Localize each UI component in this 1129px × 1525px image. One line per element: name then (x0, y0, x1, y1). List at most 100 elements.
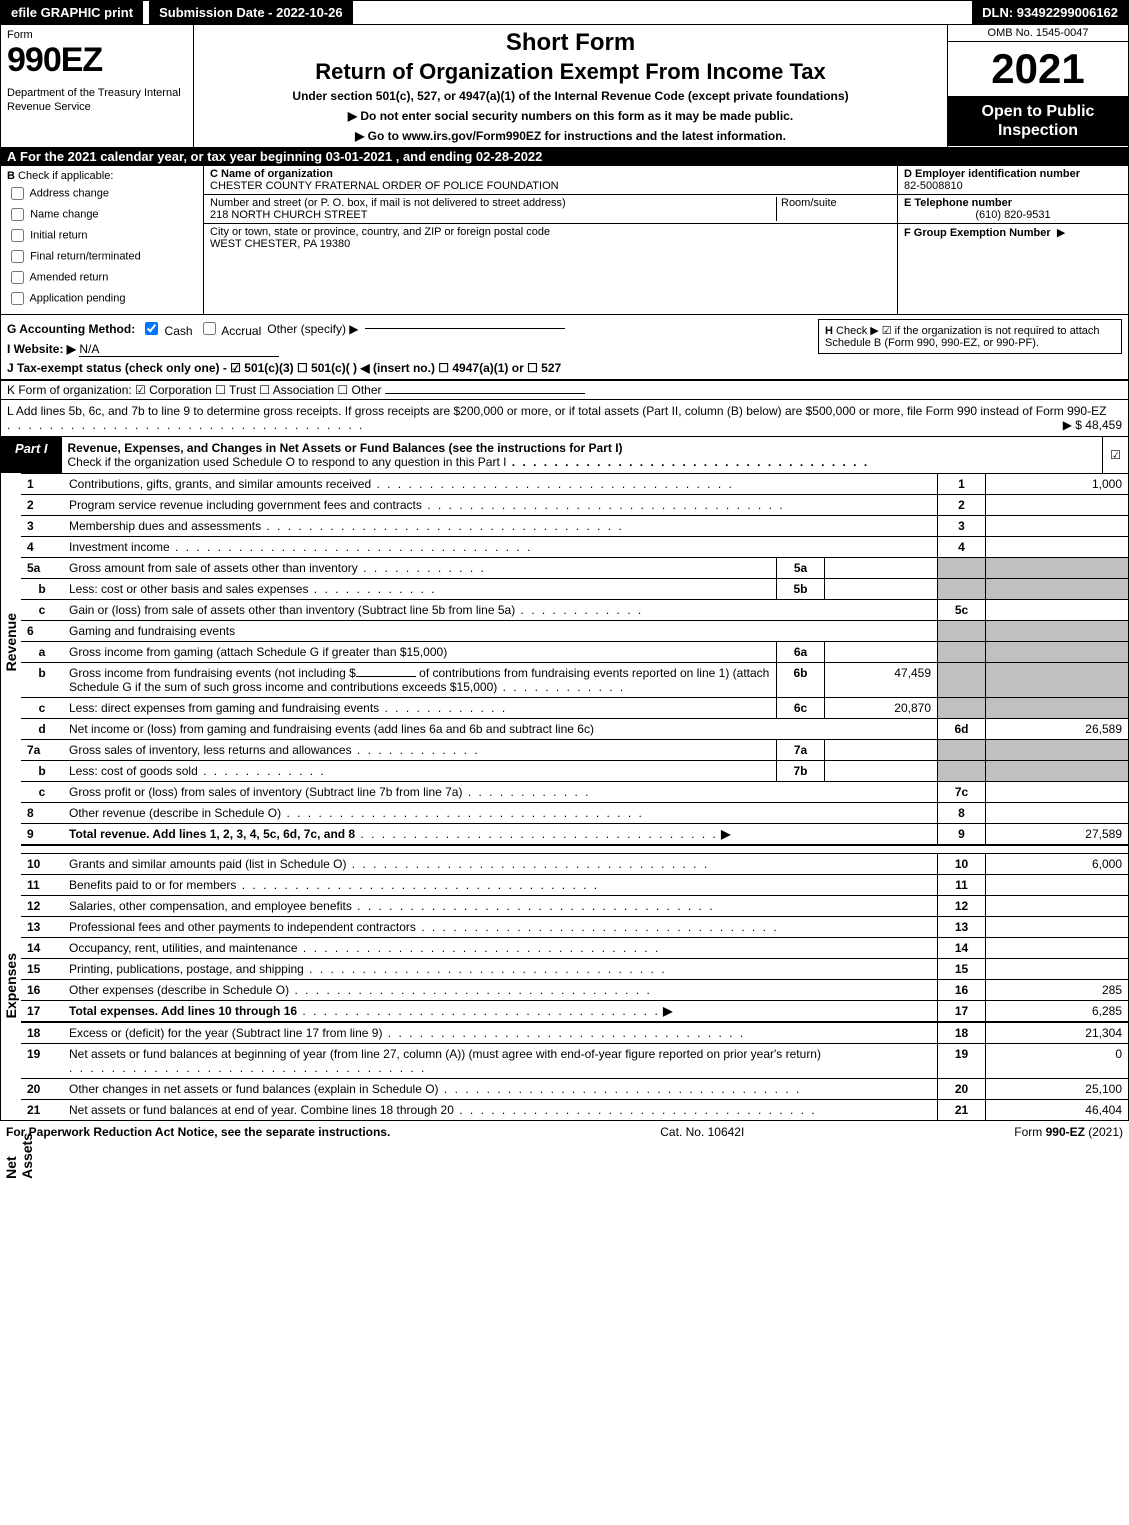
chk-final-return[interactable]: Final return/terminated (7, 247, 197, 266)
chk-initial-return[interactable]: Initial return (7, 226, 197, 245)
line-14-value (986, 937, 1129, 958)
i-lbl: I Website: ▶ (7, 342, 76, 356)
line-6d: d Net income or (loss) from gaming and f… (21, 719, 1128, 740)
form-page-ref: Form 990-EZ (2021) (1014, 1125, 1123, 1139)
line-1: 1 Contributions, gifts, grants, and simi… (21, 474, 1128, 495)
k-other-line[interactable] (385, 393, 585, 394)
goto-irs-link[interactable]: Go to www.irs.gov/Form990EZ for instruct… (355, 129, 786, 143)
city-lbl: City or town, state or province, country… (210, 226, 891, 238)
efile-print-button[interactable]: efile GRAPHIC print (1, 1, 143, 24)
section-a-taxyear: A For the 2021 calendar year, or tax yea… (1, 147, 1128, 166)
revenue-side-label: Revenue (3, 613, 19, 671)
part1-desc: Revenue, Expenses, and Changes in Net As… (62, 437, 1102, 473)
f-lbl: F Group Exemption Number (904, 227, 1051, 239)
line-8-value (986, 803, 1129, 824)
netassets-side-label: Net Assets (3, 1133, 35, 1179)
expenses-side-label: Expenses (3, 953, 19, 1018)
line-6b-value: 47,459 (825, 663, 938, 698)
line-1-value: 1,000 (986, 474, 1129, 495)
section-b: B Check if applicable: Address change Na… (1, 166, 204, 314)
g-cash[interactable]: Cash (141, 319, 192, 338)
g-other-line[interactable] (365, 328, 565, 329)
line-20: 20 Other changes in net assets or fund b… (21, 1078, 1128, 1099)
g-accrual[interactable]: Accrual (199, 319, 262, 338)
paperwork-notice: For Paperwork Reduction Act Notice, see … (6, 1125, 390, 1139)
part1-table: 1 Contributions, gifts, grants, and simi… (21, 473, 1128, 1120)
line-12: 12 Salaries, other compensation, and emp… (21, 895, 1128, 916)
line-5a: 5a Gross amount from sale of assets othe… (21, 558, 1128, 579)
dept-treasury: Department of the Treasury Internal Reve… (7, 86, 187, 115)
line-10: 10 Grants and similar amounts paid (list… (21, 853, 1128, 874)
line-18: 18 Excess or (deficit) for the year (Sub… (21, 1022, 1128, 1044)
chk-application-pending[interactable]: Application pending (7, 289, 197, 308)
form-number: 990EZ (7, 41, 187, 80)
part1-header: Part I Revenue, Expenses, and Changes in… (1, 436, 1128, 473)
header-left: Form 990EZ Department of the Treasury In… (1, 25, 194, 147)
website-value: N/A (79, 342, 279, 357)
line-20-value: 25,100 (986, 1078, 1129, 1099)
line-12-value (986, 895, 1129, 916)
line-19-value: 0 (986, 1043, 1129, 1078)
line-21-value: 46,404 (986, 1099, 1129, 1120)
chk-name-change[interactable]: Name change (7, 205, 197, 224)
line-7b-value (825, 761, 938, 782)
line-7a: 7a Gross sales of inventory, less return… (21, 740, 1128, 761)
submission-date-button[interactable]: Submission Date - 2022-10-26 (149, 1, 353, 24)
block-bcdef: B Check if applicable: Address change Na… (1, 166, 1128, 315)
d-lbl: D Employer identification number (904, 168, 1122, 180)
header-mid: Short Form Return of Organization Exempt… (194, 25, 947, 147)
line-17: 17 Total expenses. Add lines 10 through … (21, 1000, 1128, 1022)
line-6b: b Gross income from fundraising events (… (21, 663, 1128, 698)
line-16-value: 285 (986, 979, 1129, 1000)
arrow-icon: ▶ (1057, 227, 1065, 239)
line-6d-value: 26,589 (986, 719, 1129, 740)
part1-checkbox[interactable]: ☑ (1102, 437, 1128, 473)
line-19: 19 Net assets or fund balances at beginn… (21, 1043, 1128, 1078)
ein-value: 82-5008810 (904, 180, 1122, 192)
line-4-value (986, 537, 1129, 558)
line-2-value (986, 495, 1129, 516)
line-13-value (986, 916, 1129, 937)
line-6: 6 Gaming and fundraising events (21, 621, 1128, 642)
line-6a: a Gross income from gaming (attach Sched… (21, 642, 1128, 663)
line-6c-value: 20,870 (825, 698, 938, 719)
addr-lbl: Number and street (or P. O. box, if mail… (210, 197, 772, 209)
section-c: C Name of organization CHESTER COUNTY FR… (204, 166, 897, 314)
line-11: 11 Benefits paid to or for members 11 (21, 874, 1128, 895)
omb-number: OMB No. 1545-0047 (948, 25, 1128, 42)
line-17-value: 6,285 (986, 1000, 1129, 1022)
line-6c: c Less: direct expenses from gaming and … (21, 698, 1128, 719)
dln-label: DLN: 93492299006162 (972, 1, 1128, 24)
j-text: J Tax-exempt status (check only one) - ☑… (7, 361, 561, 375)
line-9: 9 Total revenue. Add lines 1, 2, 3, 4, 5… (21, 824, 1128, 846)
tax-year: 2021 (948, 42, 1128, 96)
line-15: 15 Printing, publications, postage, and … (21, 958, 1128, 979)
line-6b-blank[interactable] (356, 676, 416, 677)
form-word: Form (7, 29, 187, 41)
c-name-lbl: C Name of organization (210, 168, 891, 180)
l-text: L Add lines 5b, 6c, and 7b to line 9 to … (7, 404, 1106, 418)
line-13: 13 Professional fees and other payments … (21, 916, 1128, 937)
section-def: D Employer identification number 82-5008… (897, 166, 1128, 314)
page-footer: For Paperwork Reduction Act Notice, see … (0, 1121, 1129, 1143)
line-7b: b Less: cost of goods sold 7b (21, 761, 1128, 782)
chk-amended-return[interactable]: Amended return (7, 268, 197, 287)
line-5c: c Gain or (loss) from sale of assets oth… (21, 600, 1128, 621)
line-7c-value (986, 782, 1129, 803)
chk-address-change[interactable]: Address change (7, 184, 197, 203)
org-address: 218 NORTH CHURCH STREET (210, 209, 772, 221)
org-city: WEST CHESTER, PA 19380 (210, 238, 891, 250)
line-3-value (986, 516, 1129, 537)
line-15-value (986, 958, 1129, 979)
cat-no: Cat. No. 10642I (660, 1125, 744, 1139)
h-text: Check ▶ ☑ if the organization is not req… (825, 325, 1100, 349)
line-8: 8 Other revenue (describe in Schedule O)… (21, 803, 1128, 824)
g-lbl: G Accounting Method: (7, 322, 135, 336)
line-5a-value (825, 558, 938, 579)
section-h: H Check ▶ ☑ if the organization is not r… (818, 319, 1122, 354)
open-to-public-badge: Open to Public Inspection (948, 96, 1128, 146)
topbar: efile GRAPHIC print Submission Date - 20… (0, 0, 1129, 25)
part1-checkline: Check if the organization used Schedule … (68, 455, 507, 469)
l-amount: $ 48,459 (1075, 418, 1122, 432)
line-21: 21 Net assets or fund balances at end of… (21, 1099, 1128, 1120)
